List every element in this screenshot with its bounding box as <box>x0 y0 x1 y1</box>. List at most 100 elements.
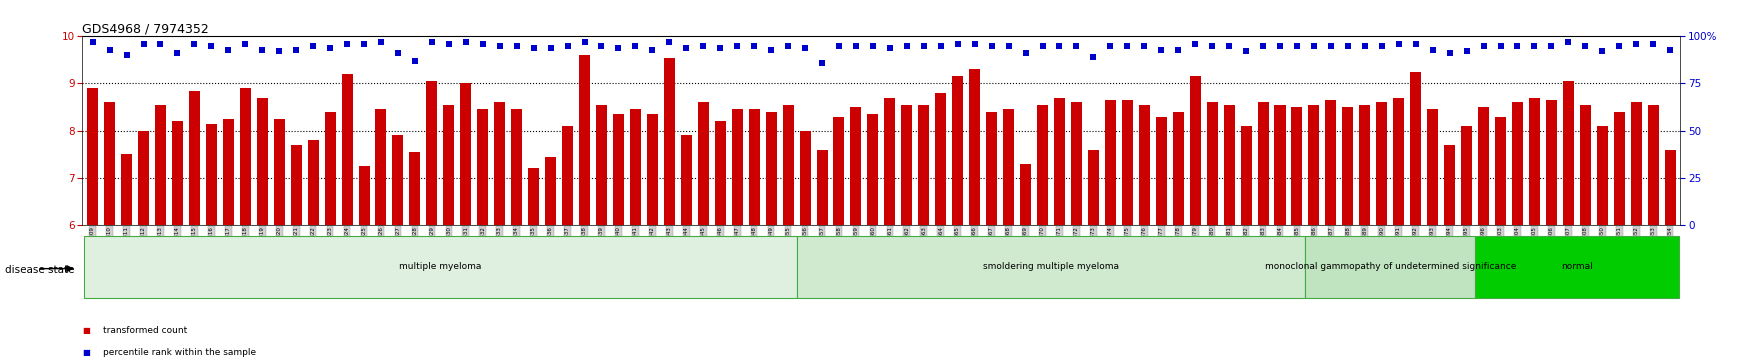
Text: percentile rank within the sample: percentile rank within the sample <box>103 348 256 356</box>
Point <box>1079 54 1107 60</box>
Bar <box>409 152 421 225</box>
Point <box>1231 49 1259 54</box>
Bar <box>1072 102 1082 225</box>
Point <box>232 41 260 47</box>
Bar <box>698 102 709 225</box>
Bar <box>1393 98 1405 225</box>
Bar <box>1461 126 1472 225</box>
Bar <box>1123 100 1133 225</box>
Point <box>1351 43 1379 49</box>
Text: smoldering multiple myeloma: smoldering multiple myeloma <box>982 262 1119 271</box>
Bar <box>1224 105 1235 225</box>
Bar <box>663 57 675 225</box>
Point <box>1249 43 1277 49</box>
Bar <box>1580 105 1591 225</box>
Point <box>316 45 344 50</box>
Bar <box>1545 100 1558 225</box>
Bar <box>256 98 268 225</box>
Point <box>1401 41 1430 47</box>
Point <box>333 41 361 47</box>
Bar <box>749 110 759 225</box>
Bar <box>1614 112 1624 225</box>
Bar <box>1291 107 1303 225</box>
Bar <box>970 69 980 225</box>
Bar <box>172 121 182 225</box>
Point <box>1640 41 1668 47</box>
Bar <box>630 110 640 225</box>
Point <box>707 45 735 50</box>
Point <box>1452 49 1480 54</box>
Text: ■: ■ <box>82 348 89 356</box>
Bar <box>765 112 777 225</box>
Point <box>1572 43 1600 49</box>
Point <box>875 45 903 50</box>
Point <box>486 43 514 49</box>
Point <box>1300 43 1328 49</box>
Point <box>351 41 379 47</box>
Bar <box>647 114 658 225</box>
Bar <box>1173 112 1184 225</box>
Bar <box>1479 107 1489 225</box>
Bar <box>1156 117 1166 225</box>
Point <box>740 43 768 49</box>
Bar <box>1428 110 1438 225</box>
Bar <box>1003 110 1014 225</box>
Bar <box>121 154 132 225</box>
Point <box>723 43 751 49</box>
Bar <box>884 98 895 225</box>
Bar <box>1308 105 1319 225</box>
Bar <box>189 91 200 225</box>
Point <box>570 39 598 45</box>
Bar <box>307 140 319 225</box>
Bar <box>223 119 233 225</box>
Text: ■: ■ <box>82 326 89 335</box>
Point <box>1605 43 1633 49</box>
Bar <box>1410 72 1421 225</box>
Point <box>503 43 531 49</box>
Point <box>944 41 972 47</box>
Bar <box>495 102 505 225</box>
Point <box>1045 43 1073 49</box>
Point <box>1470 43 1498 49</box>
Bar <box>579 55 589 225</box>
Point <box>1435 50 1463 56</box>
Point <box>95 46 123 52</box>
Point <box>842 43 870 49</box>
Point <box>1063 43 1091 49</box>
Bar <box>681 135 691 225</box>
Bar <box>986 112 998 225</box>
Point <box>1147 46 1175 52</box>
Point <box>417 39 446 45</box>
Bar <box>375 110 386 225</box>
Bar <box>1563 81 1573 225</box>
Point <box>79 39 107 45</box>
Bar <box>1240 126 1252 225</box>
Point <box>468 41 496 47</box>
Bar <box>240 88 251 225</box>
Bar <box>952 76 963 225</box>
Point <box>300 43 328 49</box>
Point <box>214 46 242 52</box>
Bar <box>291 145 302 225</box>
Bar <box>84 236 796 298</box>
Bar <box>1054 98 1065 225</box>
Bar <box>1258 102 1268 225</box>
Point <box>1622 41 1651 47</box>
Bar <box>477 110 488 225</box>
Bar <box>103 102 116 225</box>
Bar <box>596 105 607 225</box>
Bar <box>731 110 742 225</box>
Point <box>1538 43 1566 49</box>
Bar <box>1275 105 1286 225</box>
Bar <box>342 74 353 225</box>
Bar <box>1475 236 1679 298</box>
Bar <box>1359 105 1370 225</box>
Bar <box>1037 105 1049 225</box>
Point <box>859 43 888 49</box>
Bar <box>324 112 335 225</box>
Point <box>1114 43 1142 49</box>
Text: normal: normal <box>1561 262 1593 271</box>
Bar <box>1631 102 1642 225</box>
Bar <box>528 168 538 225</box>
Point <box>1012 50 1040 56</box>
